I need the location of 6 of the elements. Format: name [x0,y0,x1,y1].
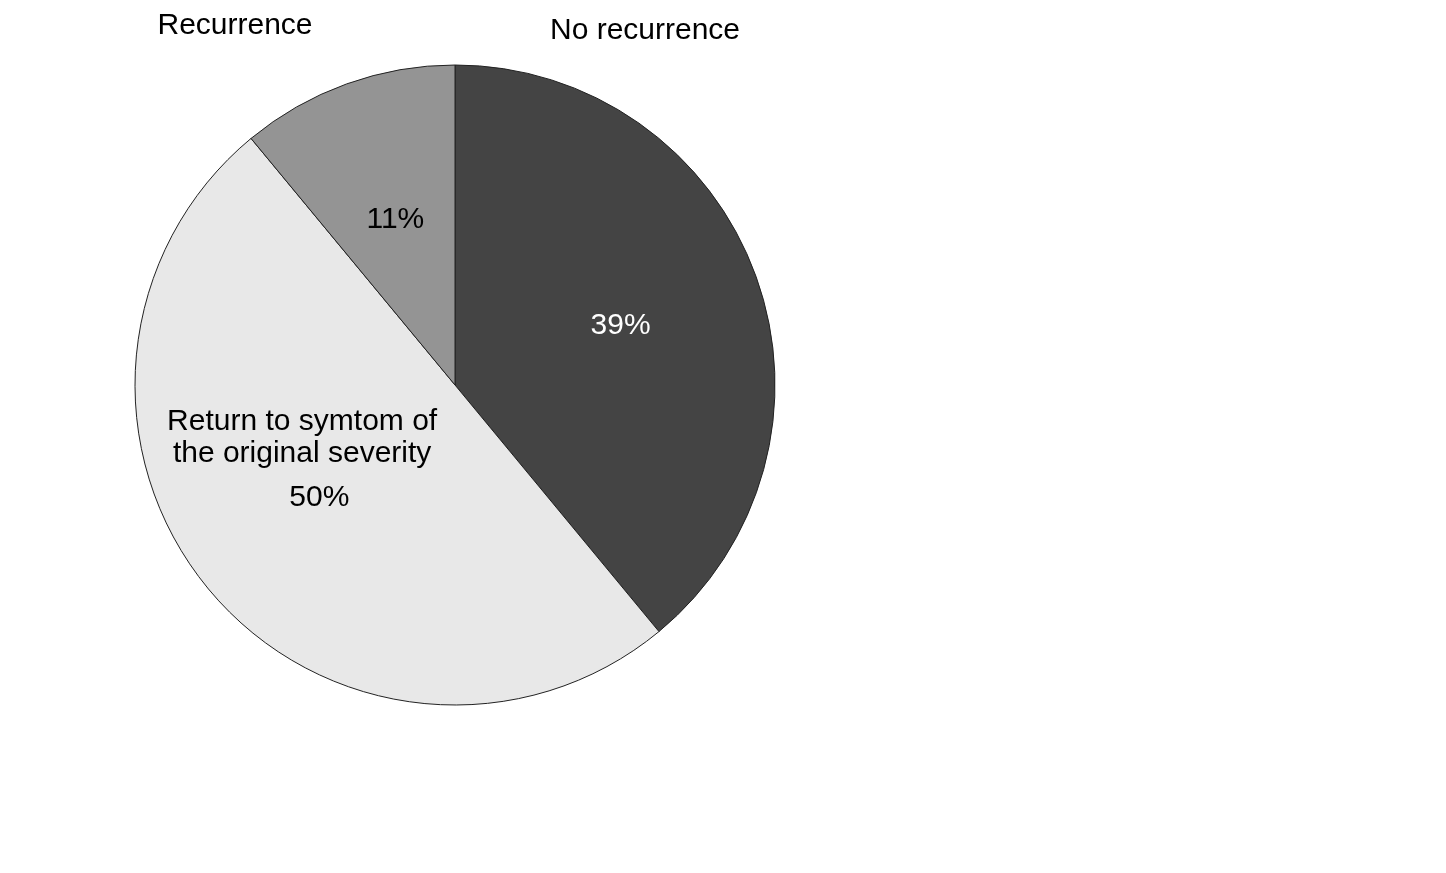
data-label: 39% [590,307,651,341]
text: Recurrence [157,7,313,40]
slice-label: Return to symtom of the original severity [167,403,438,469]
data-label: 11% [366,201,425,235]
slice-label: No recurrence [549,12,741,45]
data-label: 50% [289,479,350,513]
